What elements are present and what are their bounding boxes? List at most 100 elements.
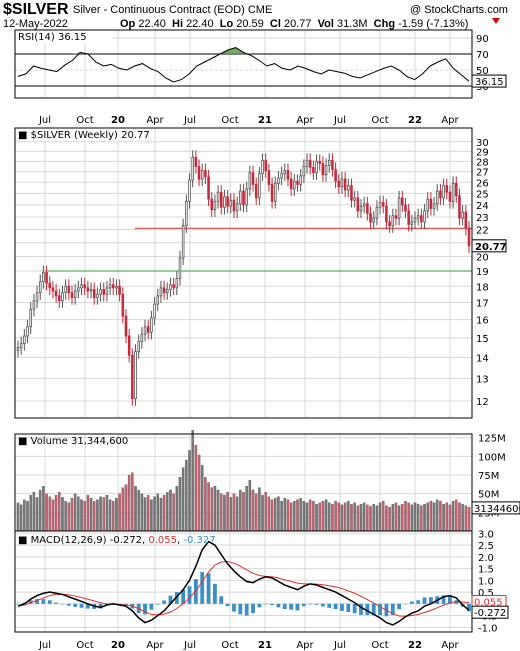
volume-bar: [102, 497, 106, 532]
volume-bar: [159, 498, 163, 532]
price-candle: [38, 281, 42, 294]
price-time-label: 20: [111, 115, 125, 126]
price-candle: [207, 176, 210, 200]
price-candle: [277, 177, 280, 184]
volume-value-box: [471, 501, 520, 515]
price-candle: [169, 284, 172, 290]
bottom-time-label: Oct: [221, 640, 238, 651]
volume-bar: [54, 495, 58, 532]
volume-bar: [131, 472, 134, 532]
bottom-time-label: Jul: [333, 640, 346, 651]
volume-bar: [26, 501, 29, 532]
price-candle: [70, 292, 74, 298]
volume-bar: [369, 506, 372, 532]
price-candle: [232, 199, 236, 212]
rsi-legend: RSI(14) 36.15: [18, 32, 87, 43]
price-tick-label: 30: [476, 138, 489, 149]
macd-histogram-bar: [282, 603, 287, 609]
macd-histogram-bar: [276, 603, 281, 608]
price-candle: [239, 190, 242, 205]
volume-bar: [191, 430, 194, 532]
price-last-value: 20.77: [475, 242, 507, 253]
macd-histogram-bar: [270, 603, 274, 605]
price-candle: [302, 166, 306, 177]
macd-histogram-bar: [60, 603, 65, 605]
volume-bar: [16, 502, 20, 532]
volume-bar: [143, 497, 147, 532]
price-candle: [315, 160, 318, 174]
volume-bar: [385, 505, 388, 532]
price-candle: [254, 184, 258, 199]
volume-bar: [58, 492, 61, 532]
volume-bar: [207, 482, 210, 532]
rsi-tick-label: 70: [476, 50, 489, 61]
volume-bar: [464, 505, 468, 532]
price-candle: [200, 170, 204, 180]
price-time-label: Oct: [76, 115, 93, 126]
price-candle: [410, 221, 414, 225]
price-candle: [112, 284, 115, 289]
price-candle: [96, 293, 99, 298]
volume-bar: [223, 495, 226, 532]
price-candle: [397, 197, 401, 219]
price-time-label: Apr: [296, 115, 314, 126]
price-candle: [137, 341, 140, 352]
change-value: -1.59 (-7.13%): [398, 18, 469, 30]
price-candle: [108, 284, 112, 289]
macd-histogram-bar: [397, 603, 402, 610]
price-candle: [118, 285, 121, 295]
low-label: Lo: [219, 18, 234, 30]
volume-bar: [270, 499, 274, 532]
price-candle: [308, 159, 312, 168]
volume-bar: [137, 489, 140, 532]
macd-histogram-bar: [54, 602, 59, 604]
price-candle: [445, 185, 449, 193]
macd-histogram-bar: [187, 586, 192, 604]
price-candle: [58, 295, 61, 302]
price-time-label: Apr: [146, 115, 164, 126]
macd-histogram-bar: [35, 599, 39, 604]
volume-bar: [38, 489, 42, 532]
volume-bar: [188, 450, 191, 532]
price-candle: [293, 180, 296, 190]
volume-last-value: 31344600: [474, 504, 520, 515]
volume-bar: [239, 489, 242, 532]
price-candle: [165, 289, 169, 294]
volume-bar: [29, 495, 32, 532]
volume-bar: [51, 499, 55, 532]
price-candle: [191, 156, 194, 181]
macd-histogram-bar: [327, 603, 332, 608]
volume-bar: [258, 487, 261, 532]
price-candle: [270, 184, 274, 202]
macd-histogram-bar: [448, 596, 452, 604]
volume-tick-label: 50M: [478, 490, 499, 501]
macd-histogram-bar: [16, 603, 20, 605]
macd-histogram-bar: [181, 589, 186, 604]
macd-value: -0.272: [474, 608, 506, 619]
volume-bar: [315, 503, 318, 532]
price-tick-label: 22: [476, 226, 489, 237]
price-candle: [175, 278, 179, 289]
macd-histogram-bar: [263, 603, 268, 605]
macd-value-box: [471, 605, 509, 619]
volume-bar: [73, 493, 77, 532]
volume-bar: [245, 486, 248, 532]
macd-tick-label: -1.0: [478, 623, 498, 634]
volume-bar: [312, 501, 315, 532]
volume-bar: [442, 503, 445, 532]
volume-bar: [293, 501, 296, 532]
price-candle: [385, 205, 388, 223]
volume-bar: [439, 501, 442, 532]
volume-bar: [455, 499, 458, 532]
macd-histogram-bar: [301, 603, 306, 607]
volume-bar: [77, 496, 80, 532]
instrument-name: Silver - Continuous Contract (EOD): [73, 4, 245, 16]
macd-histogram-bar: [441, 595, 446, 604]
bottom-time-label: Apr: [441, 640, 459, 651]
volume-bar: [299, 498, 302, 532]
volume-bar: [388, 506, 391, 532]
price-candle: [280, 173, 283, 179]
macd-histogram-bar: [416, 600, 421, 604]
price-candle: [273, 182, 277, 202]
